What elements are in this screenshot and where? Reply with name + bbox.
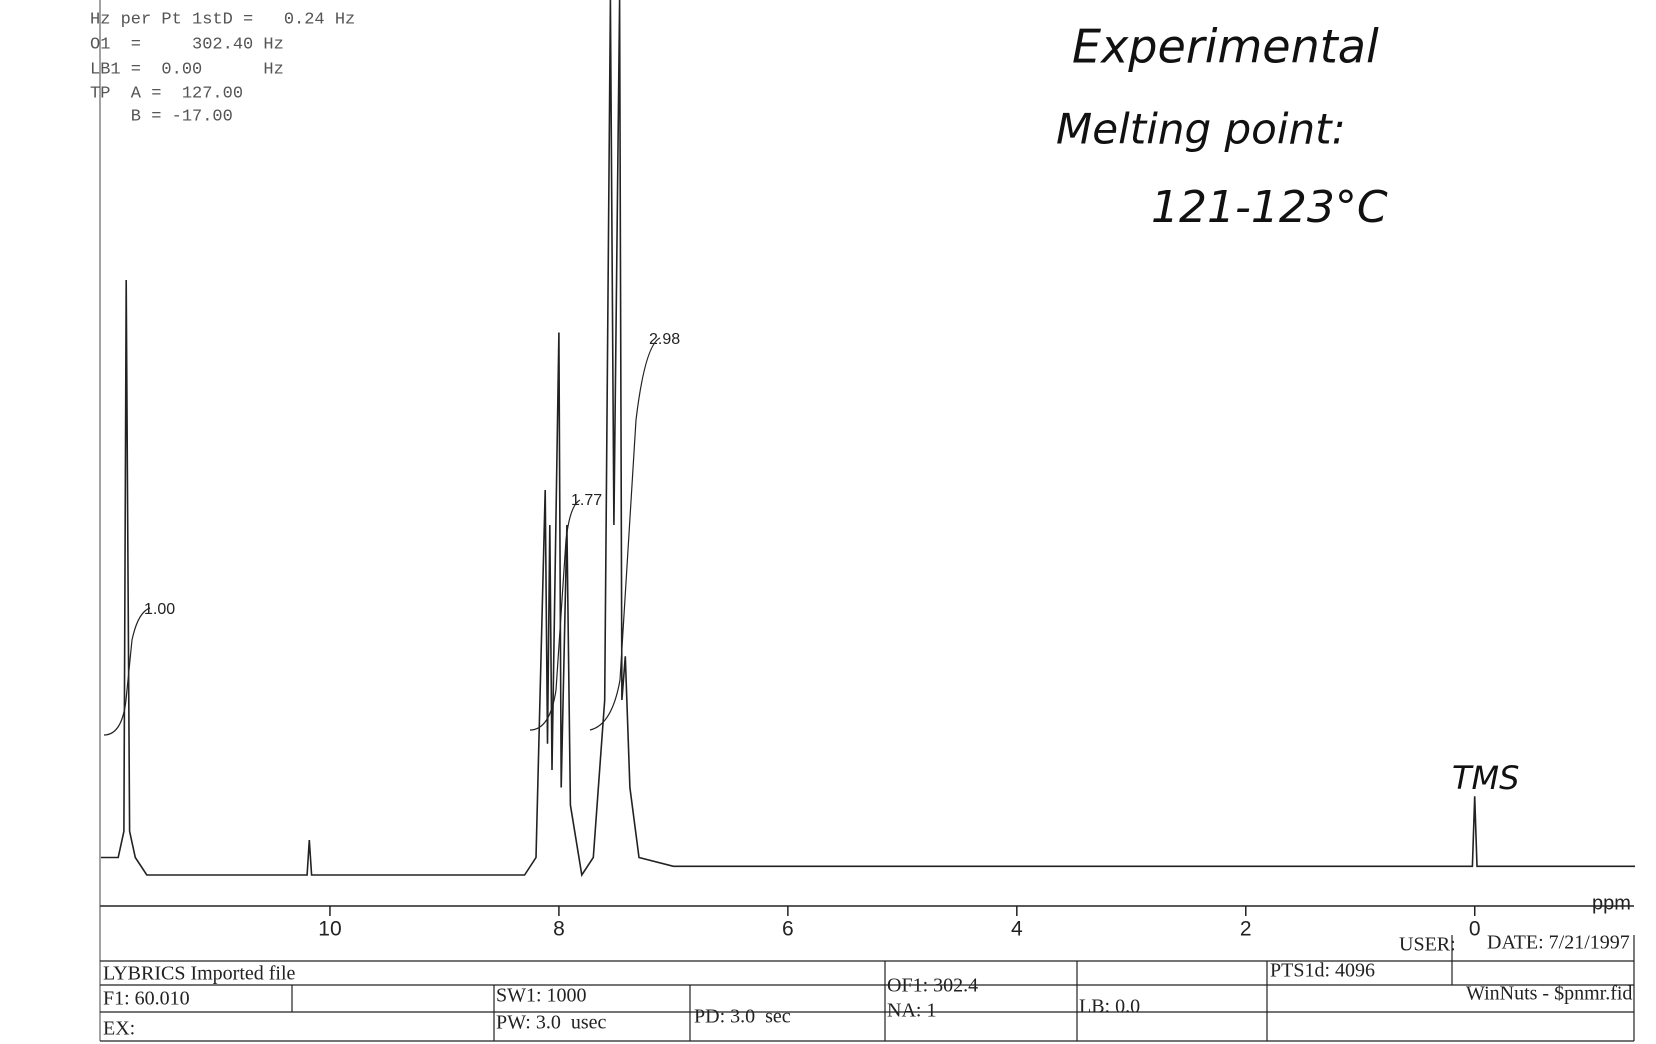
handwritten-note: Experimental [1072,20,1379,74]
footer-text: OF1: 302.4 [887,975,978,997]
parameter: TP A = 127.00 [90,84,243,103]
x-tick-label: 0 [1469,918,1481,941]
footer-text: LYBRICS Imported file [103,963,296,985]
parameter: B = -17.00 [90,107,233,126]
handwritten-note: 121-123°C [1151,182,1388,233]
integral-curve [103,607,151,736]
footer-text: EX: [103,1018,135,1040]
x-tick-label: 10 [318,918,341,941]
footer-table: USER: DATE: 7/21/1997 LYBRICS Imported f… [100,932,1635,1042]
footer-text: NA: 1 [887,1000,936,1022]
integral-curve [589,337,661,731]
x-tick-label: 8 [553,918,565,941]
integral-label: 1.00 [144,601,175,618]
footer-text: USER: [1399,934,1456,956]
integral-label: 2.98 [649,331,680,348]
parameter: Hz per Pt 1stD = 0.24 Hz [90,10,355,29]
x-tick-label: 6 [782,918,794,941]
footer-text: F1: 60.010 [103,988,190,1010]
handwritten-note: TMS [1452,759,1519,797]
x-tick-label: 2 [1240,918,1252,941]
footer-text: PD: 3.0 sec [694,1006,791,1028]
footer-text: SW1: 1000 [496,985,587,1007]
footer-text: PW: 3.0 usec [496,1012,606,1034]
parameter: O1 = 302.40 Hz [90,35,284,54]
x-tick-label: 4 [1011,918,1023,941]
footer-text: DATE: 7/21/1997 [1487,932,1630,954]
integral-curves [103,337,661,736]
spectrum-line [101,0,1635,878]
parameter: LB1 = 0.00 Hz [90,60,284,79]
x-axis-label: ppm [1592,892,1631,914]
footer-text: PTS1d: 4096 [1270,960,1375,982]
handwritten-note: Melting point: [1056,105,1346,154]
footer-text: WinNuts - $pnmr.fid [1466,983,1632,1005]
footer-text: LB: 0.0 [1079,996,1140,1018]
integral-label: 1.77 [571,492,602,509]
